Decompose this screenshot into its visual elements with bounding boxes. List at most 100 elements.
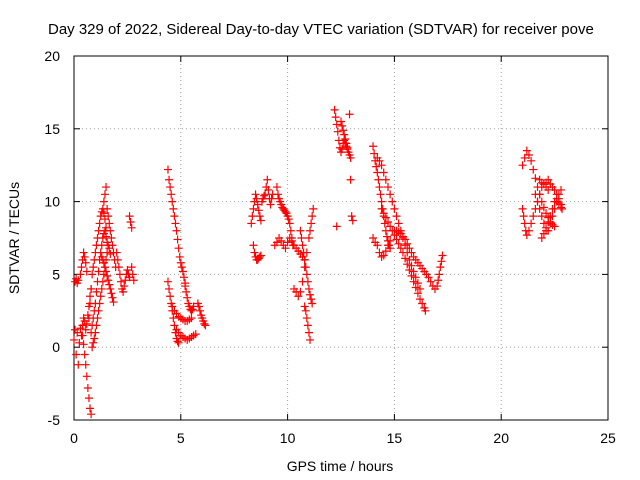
data-point-marker [383, 183, 392, 192]
data-point-marker [185, 315, 194, 324]
data-point-marker [531, 174, 540, 183]
data-point-marker [113, 255, 122, 264]
data-point-marker [125, 212, 134, 221]
data-point-marker [108, 241, 117, 250]
data-point-marker [173, 235, 182, 244]
data-point-marker [401, 254, 410, 263]
data-point-marker [332, 222, 341, 231]
y-tick-label: 5 [52, 266, 60, 282]
data-point-marker [388, 197, 397, 206]
data-point-marker [163, 165, 172, 174]
data-point-marker [552, 194, 561, 203]
data-point-marker [100, 263, 109, 272]
y-tick-label: 20 [44, 48, 60, 64]
data-point-marker [123, 266, 132, 275]
data-point-marker [260, 191, 269, 200]
x-tick-label: 15 [387, 430, 403, 446]
data-point-marker [76, 270, 85, 279]
data-point-marker [127, 223, 136, 232]
data-point-marker [379, 168, 388, 177]
data-point-marker [176, 258, 185, 267]
data-point-marker [436, 263, 445, 272]
data-point-marker [304, 328, 313, 337]
data-point-marker [98, 277, 107, 286]
data-point-marker [165, 175, 174, 184]
data-point-marker [166, 292, 175, 301]
data-point-marker [253, 200, 262, 209]
data-point-marker [537, 212, 546, 221]
data-point-marker [544, 175, 553, 184]
data-point-marker [524, 226, 533, 235]
data-point-marker [104, 276, 113, 285]
data-point-marker [539, 203, 548, 212]
data-point-marker [542, 209, 551, 218]
data-point-marker [433, 282, 442, 291]
data-point-marker [70, 335, 78, 344]
data-point-marker [105, 219, 114, 228]
data-point-marker [126, 217, 135, 226]
data-point-marker [413, 289, 422, 298]
data-point-marker [348, 216, 357, 225]
data-point-marker [377, 252, 386, 261]
data-point-marker [297, 234, 306, 242]
data-point-marker [82, 267, 91, 276]
data-point-marker [383, 241, 392, 250]
data-point-marker [102, 232, 111, 241]
data-point-marker [170, 321, 179, 330]
data-point-marker [381, 213, 390, 222]
data-point-marker [309, 204, 318, 213]
data-point-marker [82, 372, 91, 381]
data-point-marker [80, 252, 89, 261]
data-point-marker [407, 248, 416, 257]
data-point-marker [277, 236, 286, 245]
data-point-marker [411, 283, 420, 292]
x-tick-label: 20 [493, 430, 509, 446]
data-point-marker [99, 197, 108, 206]
data-point-marker [413, 279, 422, 288]
data-point-marker [527, 156, 536, 165]
data-point-marker [416, 284, 425, 293]
data-point-marker [255, 212, 264, 221]
data-point-marker [128, 270, 137, 279]
data-point-marker [424, 273, 433, 282]
data-point-marker [379, 251, 388, 260]
data-point-marker [381, 175, 390, 184]
data-point-marker [372, 162, 381, 171]
data-point-marker [170, 212, 179, 221]
data-point-marker [107, 234, 116, 242]
data-point-marker [108, 293, 117, 302]
data-point-marker [332, 120, 341, 129]
data-point-marker [307, 295, 316, 304]
data-point-marker [177, 263, 186, 272]
data-point-marker [103, 204, 112, 213]
data-point-marker [102, 183, 111, 192]
data-point-marker [308, 212, 317, 221]
data-point-marker [86, 292, 95, 301]
data-point-marker [437, 257, 446, 266]
data-point-marker [174, 244, 183, 253]
data-point-marker [301, 263, 310, 272]
data-point-marker [175, 252, 184, 261]
data-point-marker [340, 130, 349, 139]
data-point-marker [103, 271, 112, 280]
data-point-marker [75, 338, 84, 347]
data-point-marker [396, 244, 405, 253]
data-point-marker [79, 248, 88, 257]
data-point-marker [169, 314, 178, 323]
data-point-marker [409, 277, 418, 286]
data-point-marker [300, 255, 309, 264]
data-point-marker [398, 248, 407, 257]
data-point-marker [522, 231, 531, 240]
data-point-marker [92, 287, 101, 296]
data-point-marker [261, 190, 270, 199]
data-point-marker [247, 219, 256, 228]
data-point-marker [196, 306, 205, 315]
data-point-marker [382, 232, 391, 241]
data-point-marker [180, 273, 189, 282]
data-point-marker [381, 247, 390, 256]
data-points [70, 105, 567, 419]
data-point-marker [383, 217, 392, 226]
data-point-marker [330, 105, 339, 114]
data-point-marker [300, 302, 309, 311]
data-point-marker [405, 244, 414, 253]
